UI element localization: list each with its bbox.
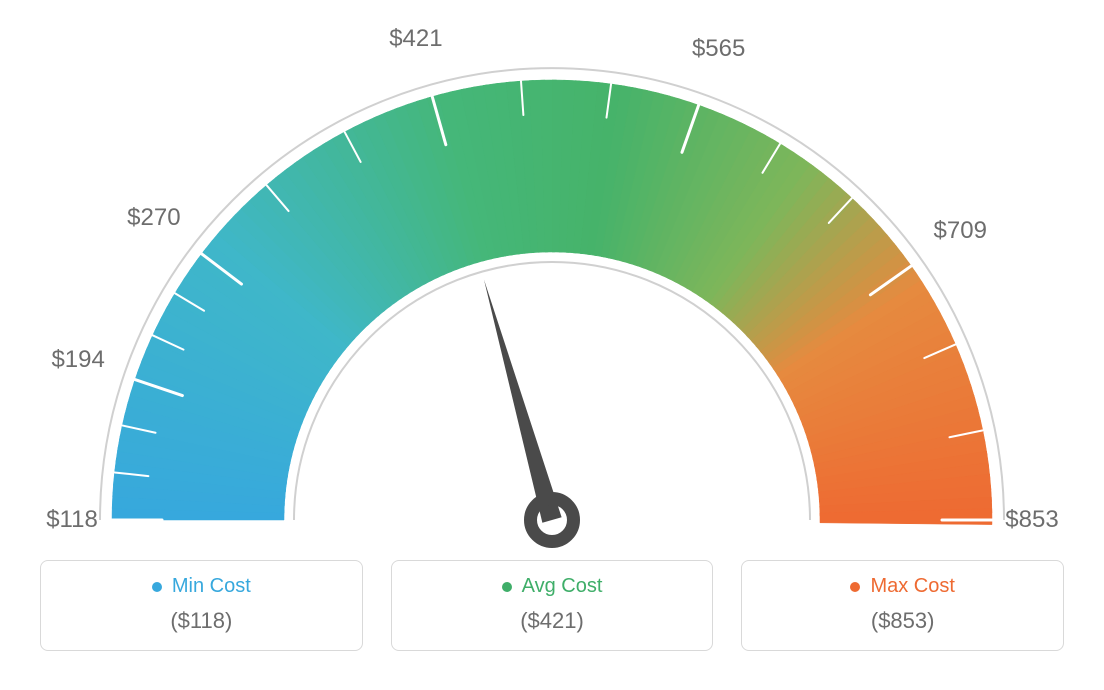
tick-label: $853 [1005, 506, 1058, 534]
tick-label: $709 [934, 217, 987, 245]
avg-cost-card: Avg Cost ($421) [391, 560, 714, 651]
tick-label: $421 [389, 25, 442, 53]
avg-cost-label: Avg Cost [522, 575, 603, 598]
max-cost-label: Max Cost [870, 575, 954, 598]
gauge-chart: $118 $194 $270 $421 $565 $709 $853 [0, 0, 1104, 560]
max-cost-title: Max Cost [850, 575, 954, 598]
min-cost-card: Min Cost ($118) [40, 560, 363, 651]
tick-label: $270 [127, 204, 180, 232]
min-cost-value: ($118) [41, 608, 362, 634]
gauge-arc [112, 80, 992, 525]
min-cost-title: Min Cost [152, 575, 251, 598]
avg-cost-title: Avg Cost [502, 575, 603, 598]
avg-cost-value: ($421) [392, 608, 713, 634]
min-cost-label: Min Cost [172, 575, 251, 598]
gauge-needle [484, 279, 562, 522]
max-cost-dot-icon [850, 582, 860, 592]
max-cost-value: ($853) [742, 608, 1063, 634]
tick-label: $118 [46, 506, 98, 534]
gauge-svg [0, 0, 1104, 560]
tick-label: $194 [51, 346, 104, 374]
tick-label: $565 [692, 35, 745, 63]
max-cost-card: Max Cost ($853) [741, 560, 1064, 651]
min-cost-dot-icon [152, 582, 162, 592]
avg-cost-dot-icon [502, 582, 512, 592]
summary-cards: Min Cost ($118) Avg Cost ($421) Max Cost… [0, 560, 1104, 671]
